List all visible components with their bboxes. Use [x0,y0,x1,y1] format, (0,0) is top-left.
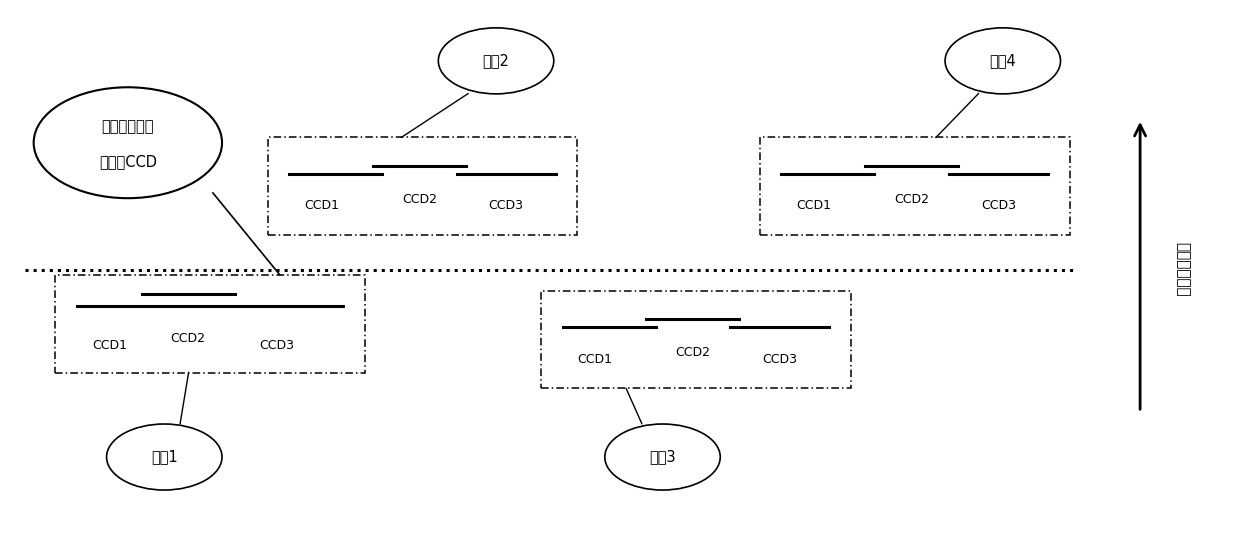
Text: CCD2: CCD2 [676,345,711,358]
Text: 相机3: 相机3 [650,450,676,465]
Text: 相机1: 相机1 [151,450,177,465]
Text: CCD1: CCD1 [578,353,613,365]
Text: CCD3: CCD3 [981,199,1016,212]
Text: CCD3: CCD3 [763,353,797,365]
Text: CCD1: CCD1 [304,199,340,212]
Text: CCD2: CCD2 [402,192,436,205]
Text: CCD2: CCD2 [894,192,929,205]
Ellipse shape [605,424,720,490]
Text: CCD2: CCD2 [171,332,206,345]
Text: CCD1: CCD1 [796,199,832,212]
Text: CCD3: CCD3 [259,338,294,351]
Text: 相机4: 相机4 [990,53,1016,68]
Text: CCD1: CCD1 [93,338,128,351]
Text: 相机2: 相机2 [482,53,510,68]
Ellipse shape [438,28,554,94]
Text: 多相机传感器: 多相机传感器 [102,119,154,134]
Text: 校正后CCD: 校正后CCD [99,154,156,169]
Ellipse shape [945,28,1060,94]
Ellipse shape [107,424,222,490]
Ellipse shape [33,87,222,198]
Text: CCD3: CCD3 [489,199,523,212]
Text: 卫星飞行方向: 卫星飞行方向 [1176,242,1190,297]
